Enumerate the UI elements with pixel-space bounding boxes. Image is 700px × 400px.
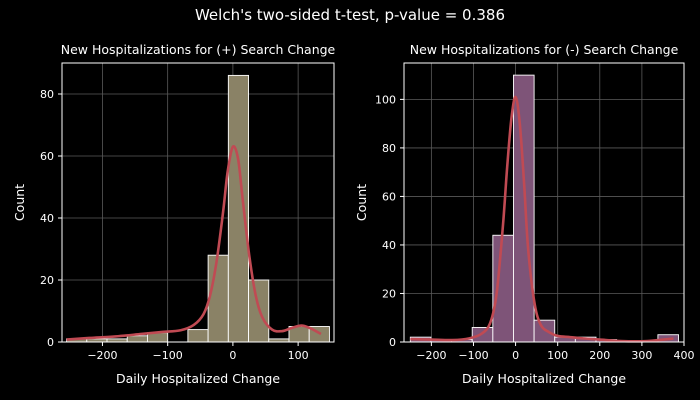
panel-title: New Hospitalizations for (+) Search Chan… [61,42,336,57]
x-tick-label: −200 [416,349,446,362]
y-tick-label: 40 [40,212,54,225]
x-tick-label: 0 [229,349,236,362]
y-tick-label: 60 [40,150,54,163]
y-tick-label: 100 [375,93,396,106]
y-axis-label: Count [12,184,27,221]
x-tick-label: 100 [288,349,309,362]
x-tick-label: −100 [153,349,183,362]
x-tick-label: −200 [87,349,117,362]
y-tick-label: 60 [382,190,396,203]
x-tick-label: 400 [674,349,695,362]
y-tick-label: 80 [40,88,54,101]
figure-suptitle: Welch's two-sided t-test, p-value = 0.38… [195,6,505,24]
histogram-bar [126,335,148,343]
x-tick-label: 0 [512,349,519,362]
histogram-bar [513,74,535,343]
kde-curve [66,144,322,341]
y-tick-label: 40 [382,239,396,252]
axes-frame [61,62,335,343]
kde-curve [410,95,674,343]
axes-frame [403,62,685,343]
y-tick-label: 20 [40,274,54,287]
left-panel: −200 −100 0 100 0 20 40 60 80 New Hospitalization… [12,42,336,386]
x-tick-label: 100 [547,349,568,362]
y-tick-label: 0 [389,336,396,349]
histogram-bar [187,329,209,343]
y-tick-label: 80 [382,142,396,155]
x-tick-label: 200 [589,349,610,362]
x-tick-label: −100 [458,349,488,362]
histogram-bar [471,326,494,343]
x-tick-label: 300 [631,349,652,362]
y-axis-label: Count [354,184,369,221]
x-axis-label: Daily Hospitalized Change [116,371,280,386]
histogram-bar [533,319,556,343]
panel-title: New Hospitalizations for (-) Search Chan… [410,42,679,57]
histogram-bar [207,254,229,343]
right-panel: −200 −100 0 100 200 300 400 0 20 40 60 80 100 New Hos… [354,42,695,386]
histogram-bar [227,74,250,343]
x-axis-label: Daily Hospitalized Change [462,371,626,386]
y-tick-label: 0 [47,336,54,349]
y-tick-label: 20 [382,287,396,300]
